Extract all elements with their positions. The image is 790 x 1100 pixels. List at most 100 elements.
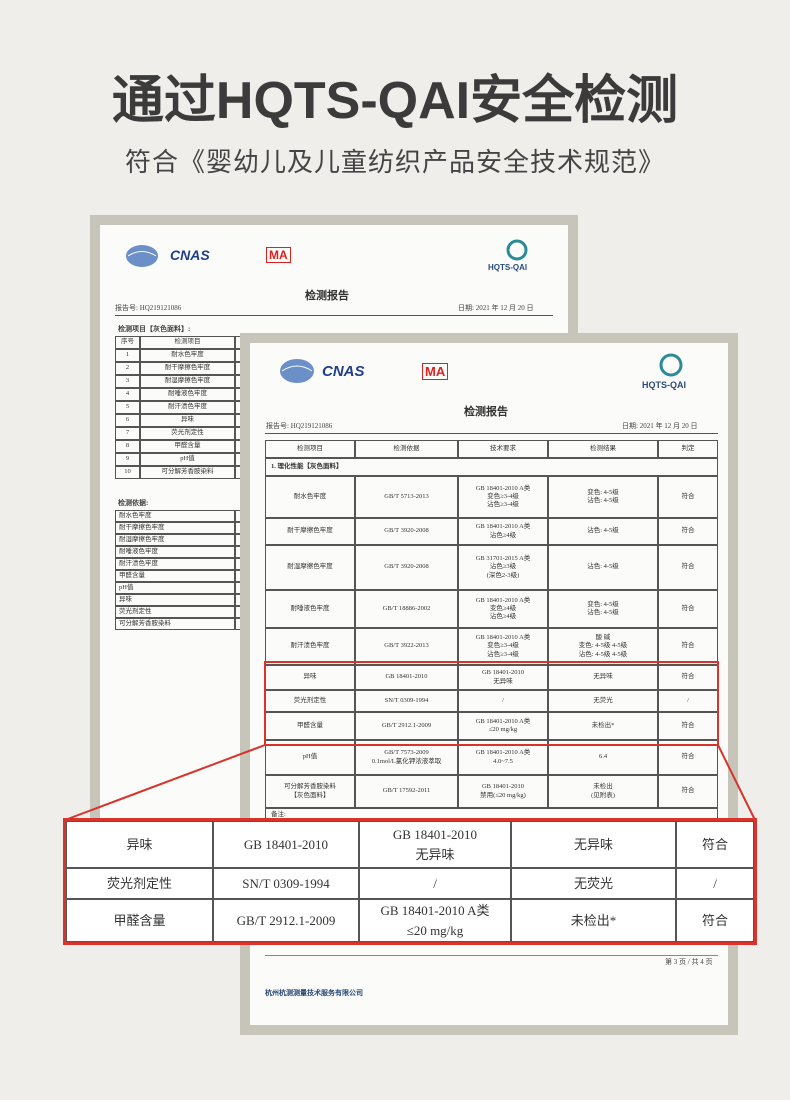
table-cell: GB/T 2912.1-2009: [355, 712, 458, 740]
table-cell: 可分解芳香胺染料 【灰色面料】: [265, 775, 355, 808]
table-cell: 符合: [658, 545, 718, 590]
logo-hq-icon: [506, 239, 528, 261]
column-header: 检测依据: [355, 440, 458, 458]
table-cell: 耐水色牢度: [115, 510, 235, 522]
company: 杭州杭测测量技术服务有限公司: [265, 989, 363, 997]
table-cell: 10: [115, 466, 140, 479]
table-cell: 符合: [658, 476, 718, 518]
table-cell: 4: [115, 388, 140, 401]
zoom-cell: GB/T 2912.1-2009: [213, 899, 359, 942]
table-cell: 荧光剂定性: [140, 427, 235, 440]
logo-cnas: CNAS: [170, 247, 210, 263]
table-cell: SN/T 0309-1994: [355, 690, 458, 712]
zoom-cell: SN/T 0309-1994: [213, 868, 359, 899]
table-cell: 可分解芳香胺染料: [140, 466, 235, 479]
table-cell: 甲醛含量: [115, 570, 235, 582]
table-cell: 2: [115, 362, 140, 375]
zoom-cell: GB 18401-2010 无异味: [359, 821, 511, 868]
table-cell: 5: [115, 401, 140, 414]
zoom-cell: 未检出*: [511, 899, 676, 942]
page-number: 第 3 页 / 共 4 页: [665, 958, 713, 966]
logo-ma: MA: [422, 363, 449, 380]
logo-hq-icon: [659, 353, 683, 377]
table-cell: GB 18401-2010 A类 变色≥3-4级 沾色≥3-4级: [458, 476, 548, 518]
report-no: 报告号: HQ219121086: [115, 304, 182, 312]
column-header: 序号: [115, 336, 140, 349]
report-no: 报告号: HQ219121086: [266, 422, 333, 430]
table-cell: 未检出 (见附表): [548, 775, 658, 808]
table-cell: 符合: [658, 518, 718, 545]
table-cell: 耐干摩擦色牢度: [140, 362, 235, 375]
table-cell: 耐水色牢度: [265, 476, 355, 518]
zoom-cell: /: [359, 868, 511, 899]
section-row: 1. 理化性能【灰色面料】: [265, 458, 718, 476]
column-header: 判定: [658, 440, 718, 458]
table-cell: 耐汗渍色牢度: [140, 401, 235, 414]
table-cell: 耐汗渍色牢度: [115, 558, 235, 570]
column-header: 检测项目: [140, 336, 235, 349]
table-cell: GB 18401-2010 A类 变色≥3-4级 沾色≥3-4级: [458, 628, 548, 665]
table-cell: 耐唾液色牢度: [115, 546, 235, 558]
zoom-cell: GB 18401-2010 A类 ≤20 mg/kg: [359, 899, 511, 942]
logo-globe: [280, 359, 314, 383]
column-header: 检测项目: [265, 440, 355, 458]
logo-cnas: CNAS: [322, 363, 365, 380]
table-cell: GB/T 3922-2013: [355, 628, 458, 665]
zoom-table: 异味 GB 18401-2010 GB 18401-2010 无异味 无异味 符合 荧光剂…: [63, 818, 757, 945]
table-cell: 可分解芳香胺染料: [115, 618, 235, 630]
table-cell: 沾色: 4-5级: [548, 545, 658, 590]
table-cell: GB 18401-2010 A类 变色≥4级 沾色≥4级: [458, 590, 548, 628]
table-cell: pH值: [265, 740, 355, 775]
connector: [64, 744, 266, 821]
column-header: 技术要求: [458, 440, 548, 458]
basis-title: 检测依据:: [118, 499, 149, 507]
table-cell: 酸 碱 变色: 4-5级 4-5级 沾色: 4-5级 4-5级: [548, 628, 658, 665]
table-cell: 异味: [140, 414, 235, 427]
table-cell: GB 18401-2010 无异味: [458, 665, 548, 690]
table-cell: 6.4: [548, 740, 658, 775]
table-cell: GB/T 18886-2002: [355, 590, 458, 628]
table-cell: 沾色: 4-5级: [548, 518, 658, 545]
zoom-cell: 符合: [676, 899, 754, 942]
table-cell: 符合: [658, 628, 718, 665]
table-cell: GB/T 7573-2009 0.1mol/L氯化钾浓液萃取: [355, 740, 458, 775]
table-cell: 符合: [658, 590, 718, 628]
table-cell: pH值: [115, 582, 235, 594]
table-cell: GB/T 3920-2008: [355, 545, 458, 590]
zoom-cell: 异味: [66, 821, 213, 868]
table-cell: 异味: [115, 594, 235, 606]
table-cell: 3: [115, 375, 140, 388]
table-cell: 6: [115, 414, 140, 427]
table-cell: 耐干摩擦色牢度: [115, 522, 235, 534]
table-cell: GB 31701-2015 A类 沾色≥3级 (深色2-3级): [458, 545, 548, 590]
zoom-cell: 无荧光: [511, 868, 676, 899]
highlight-box: [264, 661, 719, 746]
table-cell: 符合: [658, 775, 718, 808]
logo-ma: MA: [266, 247, 291, 263]
zoom-cell: 荧光剂定性: [66, 868, 213, 899]
table-cell: 耐水色牢度: [140, 349, 235, 362]
table-cell: 变色: 4-5级 沾色: 4-5级: [548, 476, 658, 518]
report-date: 日期: 2021 年 12 月 20 日: [458, 304, 534, 312]
table-cell: GB 18401-2010 A类 4.0~7.5: [458, 740, 548, 775]
table-cell: 耐湿摩擦色牢度: [140, 375, 235, 388]
zoom-cell: 无异味: [511, 821, 676, 868]
zoom-cell: 甲醛含量: [66, 899, 213, 942]
logo-hqts: HQTS-QAI: [642, 380, 686, 390]
report-title: 检测报告: [464, 406, 508, 418]
table-cell: /: [458, 690, 548, 712]
logo-globe: [126, 245, 158, 267]
table-cell: 耐唾液色牢度: [140, 388, 235, 401]
table-cell: GB 18401-2010: [355, 665, 458, 690]
column-header: 检测结果: [548, 440, 658, 458]
table-cell: 耐唾液色牢度: [265, 590, 355, 628]
zoom-cell: GB 18401-2010: [213, 821, 359, 868]
zoom-cell: 符合: [676, 821, 754, 868]
table-cell: GB/T 3920-2008: [355, 518, 458, 545]
table-cell: 甲醛含量: [140, 440, 235, 453]
table-cell: 耐汗渍色牢度: [265, 628, 355, 665]
table-cell: 无荧光: [548, 690, 658, 712]
logo-hqts: HQTS-QAI: [488, 263, 528, 272]
table-cell: 未检出*: [548, 712, 658, 740]
